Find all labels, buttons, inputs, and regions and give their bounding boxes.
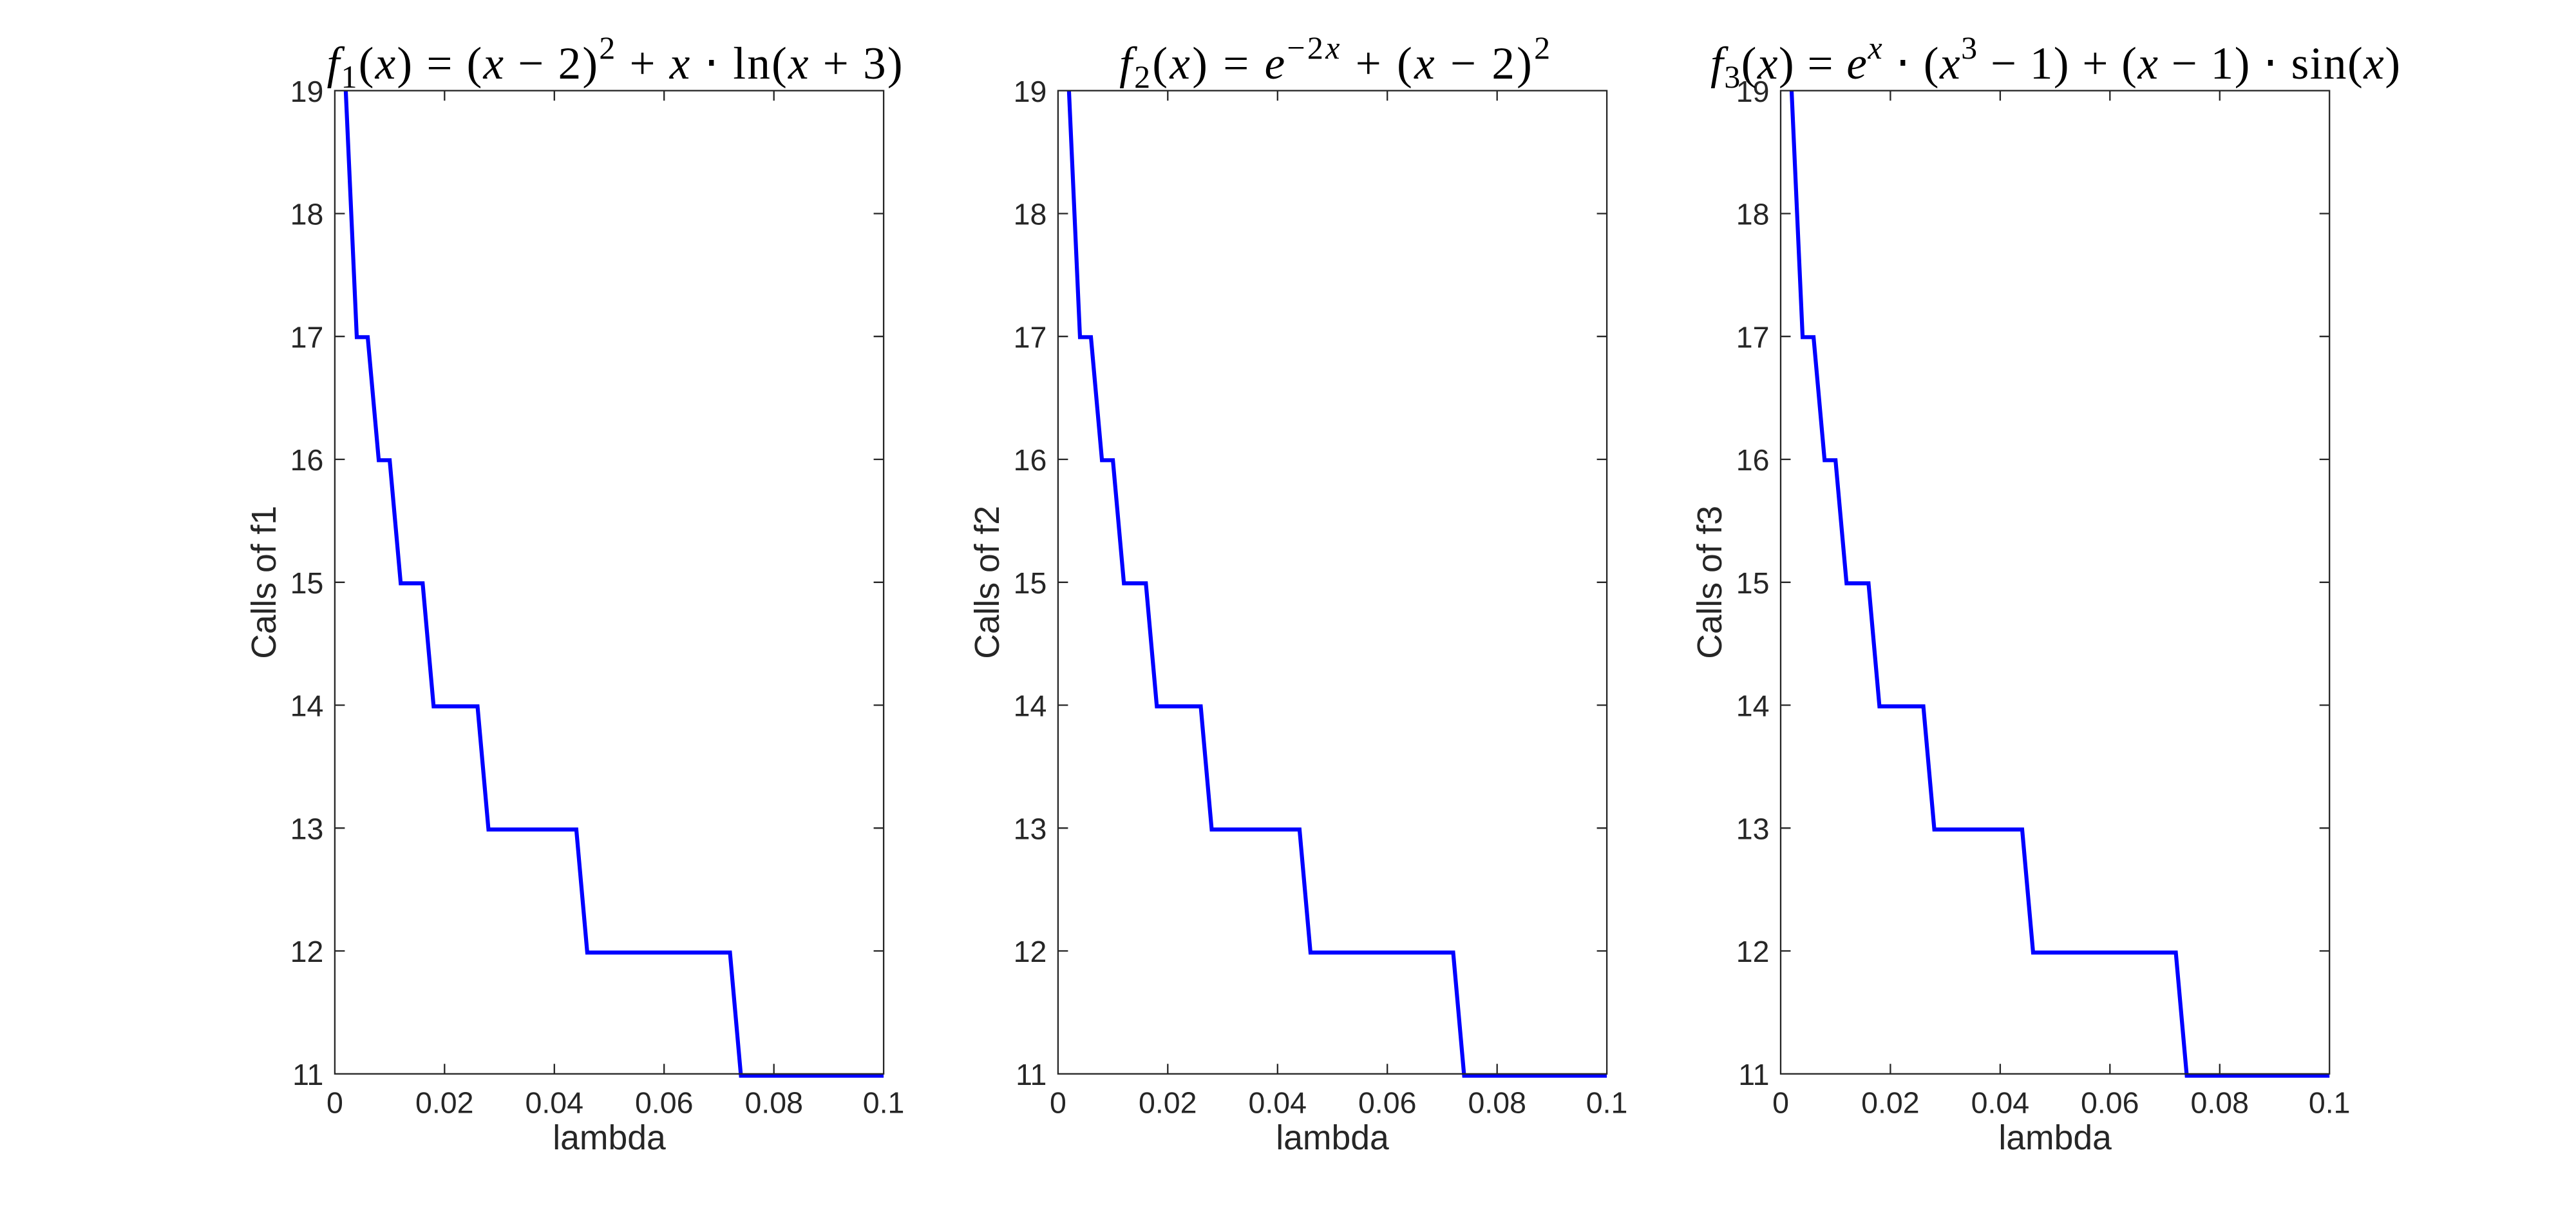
svg-text:0.02: 0.02	[1861, 1086, 1920, 1120]
svg-text:15: 15	[1014, 566, 1047, 600]
svg-text:13: 13	[290, 812, 324, 846]
svg-text:0.08: 0.08	[1468, 1086, 1526, 1120]
svg-text:18: 18	[1736, 198, 1770, 231]
svg-text:0.02: 0.02	[415, 1086, 474, 1120]
svg-text:0: 0	[1050, 1086, 1066, 1120]
svg-text:14: 14	[1736, 689, 1770, 723]
svg-text:0.1: 0.1	[1586, 1086, 1628, 1120]
svg-text:Calls of f2: Calls of f2	[969, 506, 1007, 659]
svg-text:0.1: 0.1	[2309, 1086, 2351, 1120]
svg-text:16: 16	[290, 443, 324, 477]
svg-text:0.04: 0.04	[526, 1086, 584, 1120]
svg-text:17: 17	[1736, 320, 1770, 354]
svg-text:11: 11	[1738, 1058, 1769, 1091]
svg-text:12: 12	[1014, 935, 1047, 968]
svg-text:0: 0	[327, 1086, 343, 1120]
svg-text:0.06: 0.06	[1358, 1086, 1417, 1120]
svg-text:16: 16	[1014, 443, 1047, 477]
svg-text:18: 18	[290, 198, 324, 231]
svg-text:0.06: 0.06	[635, 1086, 694, 1120]
svg-text:Calls of f1: Calls of f1	[245, 506, 283, 659]
svg-text:19: 19	[290, 75, 324, 108]
svg-text:0.04: 0.04	[1249, 1086, 1307, 1120]
svg-text:15: 15	[290, 566, 324, 600]
svg-text:18: 18	[1014, 198, 1047, 231]
svg-text:lambda: lambda	[1276, 1119, 1389, 1157]
svg-text:0.08: 0.08	[744, 1086, 803, 1120]
svg-text:0.08: 0.08	[2191, 1086, 2249, 1120]
svg-text:0.1: 0.1	[863, 1086, 905, 1120]
svg-text:0.04: 0.04	[1971, 1086, 2030, 1120]
svg-text:12: 12	[290, 935, 324, 968]
svg-text:19: 19	[1736, 75, 1770, 108]
svg-text:0: 0	[1772, 1086, 1789, 1120]
svg-text:lambda: lambda	[1998, 1119, 2112, 1157]
svg-text:13: 13	[1736, 812, 1770, 846]
svg-text:0.06: 0.06	[2081, 1086, 2139, 1120]
svg-text:13: 13	[1014, 812, 1047, 846]
svg-text:Calls of f3: Calls of f3	[1691, 506, 1729, 659]
svg-text:14: 14	[290, 689, 324, 723]
svg-text:14: 14	[1014, 689, 1047, 723]
svg-text:16: 16	[1736, 443, 1770, 477]
svg-text:11: 11	[1016, 1058, 1046, 1091]
svg-text:17: 17	[1014, 320, 1047, 354]
svg-text:15: 15	[1736, 566, 1770, 600]
svg-text:f3(x) = ex ⋅ (x3 − 1) + (x − 1: f3(x) = ex ⋅ (x3 − 1) + (x − 1) ⋅ sin(x)	[1710, 30, 2400, 95]
svg-text:0.02: 0.02	[1139, 1086, 1197, 1120]
svg-text:19: 19	[1014, 75, 1047, 108]
svg-text:11: 11	[292, 1058, 323, 1091]
svg-text:17: 17	[290, 320, 324, 354]
svg-text:12: 12	[1736, 935, 1770, 968]
svg-text:lambda: lambda	[553, 1119, 666, 1157]
